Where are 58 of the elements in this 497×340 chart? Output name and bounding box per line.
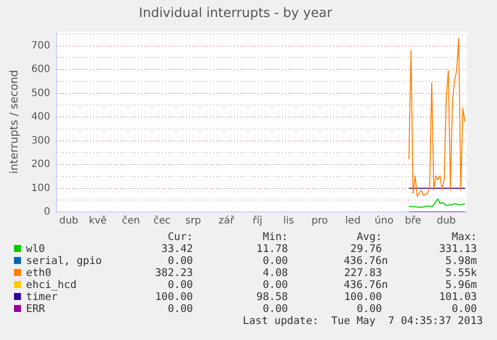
legend-label: eth0	[26, 267, 52, 279]
text: Avg:	[356, 231, 382, 243]
x-tick-label: dub	[59, 216, 78, 227]
legend-label: timer	[26, 291, 58, 303]
y-tick-label: 300	[31, 135, 50, 146]
x-tick-label: úno	[374, 216, 394, 227]
legend-label: ERR	[26, 303, 45, 315]
text: Max:	[452, 231, 477, 243]
text: 33.42	[161, 243, 193, 255]
text: 5.55k	[445, 267, 477, 279]
x-tick-label: čec	[154, 216, 171, 227]
x-tick-label: pro	[312, 216, 328, 227]
y-tick-label: 100	[31, 182, 50, 194]
text: Min:	[262, 231, 288, 243]
text: 0.00	[168, 303, 193, 315]
chart-title: Individual interrupts - by year	[138, 6, 333, 22]
text: 29.76	[350, 243, 382, 255]
text: 101.03	[439, 291, 477, 303]
text: 0.00	[262, 303, 288, 315]
text: 0.00	[168, 279, 193, 291]
x-tick-label: říj	[252, 216, 262, 227]
text: Last update: Tue May 7 04:35:37 2013	[242, 315, 483, 327]
text: 4.08	[262, 267, 288, 279]
text: Cur:	[168, 231, 193, 243]
legend-label: serial, gpio	[26, 255, 102, 267]
y-tick-label: 600	[31, 64, 50, 76]
legend-label: ehci_hcd	[26, 279, 77, 291]
text: 0.00	[452, 303, 477, 315]
y-tick-label: 700	[31, 40, 50, 52]
x-tick-label: zář	[218, 216, 236, 227]
text: 436.76n	[344, 279, 388, 291]
text: 382.23	[155, 267, 193, 279]
text: 100.00	[344, 291, 382, 303]
x-tick-label: lis	[283, 216, 294, 227]
x-tick-label: bře	[404, 216, 422, 227]
y-tick-label: 400	[31, 112, 50, 123]
text: 11.78	[256, 243, 288, 255]
y-tick-label: 200	[31, 159, 50, 170]
text: 5.96m	[445, 279, 477, 291]
y-tick-label: 500	[31, 88, 50, 99]
text: 436.76n	[344, 255, 388, 267]
y-tick-label: 0	[44, 206, 50, 218]
text: 0.00	[262, 255, 288, 267]
legend-label: wl0	[26, 243, 45, 255]
x-tick-label: čen	[122, 216, 140, 227]
text: 5.98m	[445, 255, 477, 267]
text: 98.58	[256, 291, 288, 303]
text: 227.83	[344, 267, 382, 279]
x-tick-label: dub	[436, 216, 456, 227]
x-tick-label: srp	[185, 216, 202, 227]
text: 0.00	[356, 303, 382, 315]
x-tick-label: kvě	[88, 216, 107, 227]
x-tick-label: led	[345, 216, 361, 227]
text: 100.00	[155, 291, 193, 303]
text: 0.00	[262, 279, 288, 291]
text: 0.00	[168, 255, 193, 267]
text: 331.13	[439, 243, 477, 255]
y-axis-title: interrupts / second	[7, 70, 20, 174]
